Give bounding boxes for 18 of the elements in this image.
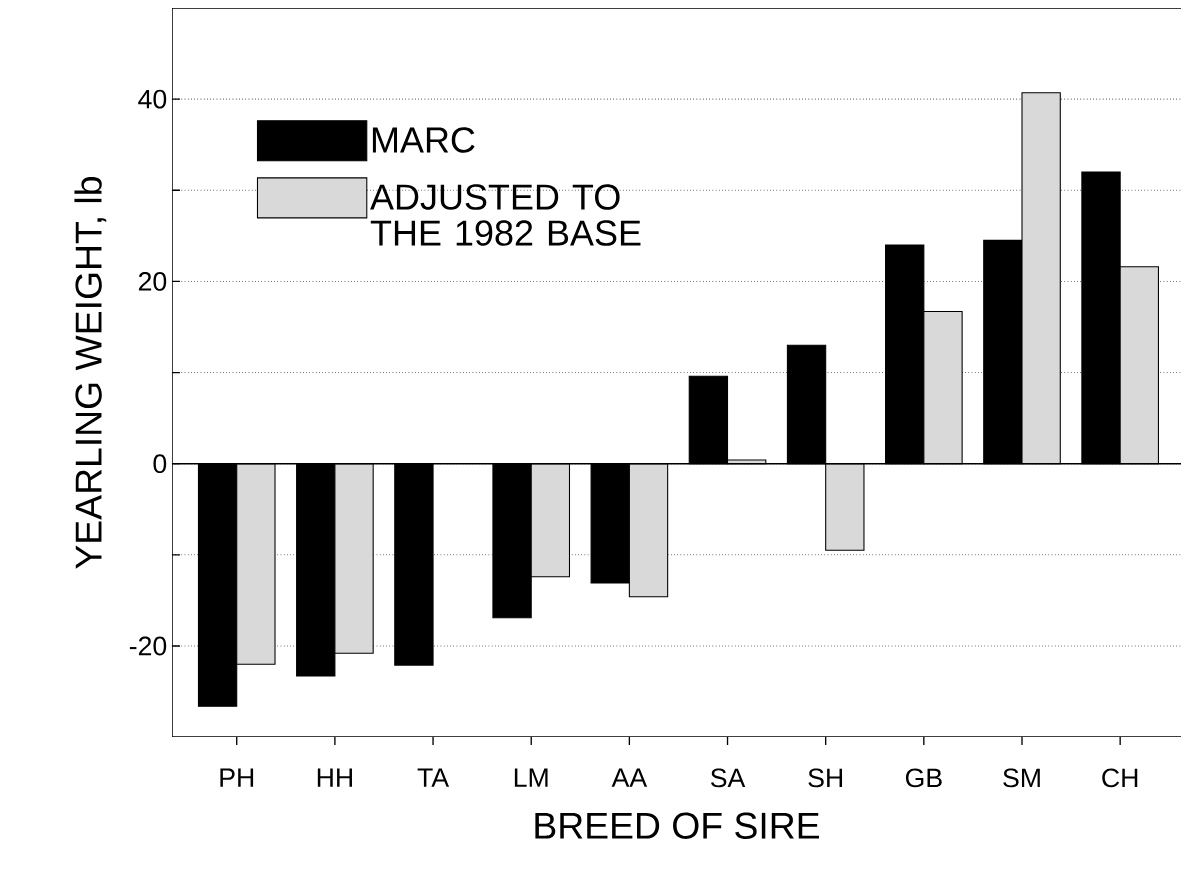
x-tick-label: SH bbox=[808, 768, 843, 788]
x-axis-title: BREED OF SIRE bbox=[535, 812, 819, 839]
y-axis-title: YEARLING WEIGHT, lb bbox=[74, 177, 107, 569]
x-tick-label: TA bbox=[417, 768, 450, 787]
x-tick-label: LM bbox=[514, 768, 548, 787]
y-tick-label: 20 bbox=[138, 271, 167, 291]
x-tick-label: HH bbox=[317, 768, 352, 787]
y-tick-label: 0 bbox=[153, 454, 167, 474]
y-tick-label: -20 bbox=[129, 636, 167, 656]
legend-label: ADJUSTED TO THE 1982 BASE bbox=[370, 184, 641, 246]
x-tick-label: CH bbox=[1102, 768, 1138, 788]
y-tick-label: 40 bbox=[138, 89, 167, 109]
legend-label: MARC bbox=[372, 127, 475, 153]
x-tick-label: SM bbox=[1003, 768, 1040, 788]
x-tick-label: GB bbox=[905, 768, 942, 788]
x-tick-label: PH bbox=[220, 768, 254, 787]
x-tick-label: SA bbox=[710, 768, 746, 788]
x-tick-label: AA bbox=[611, 768, 648, 787]
